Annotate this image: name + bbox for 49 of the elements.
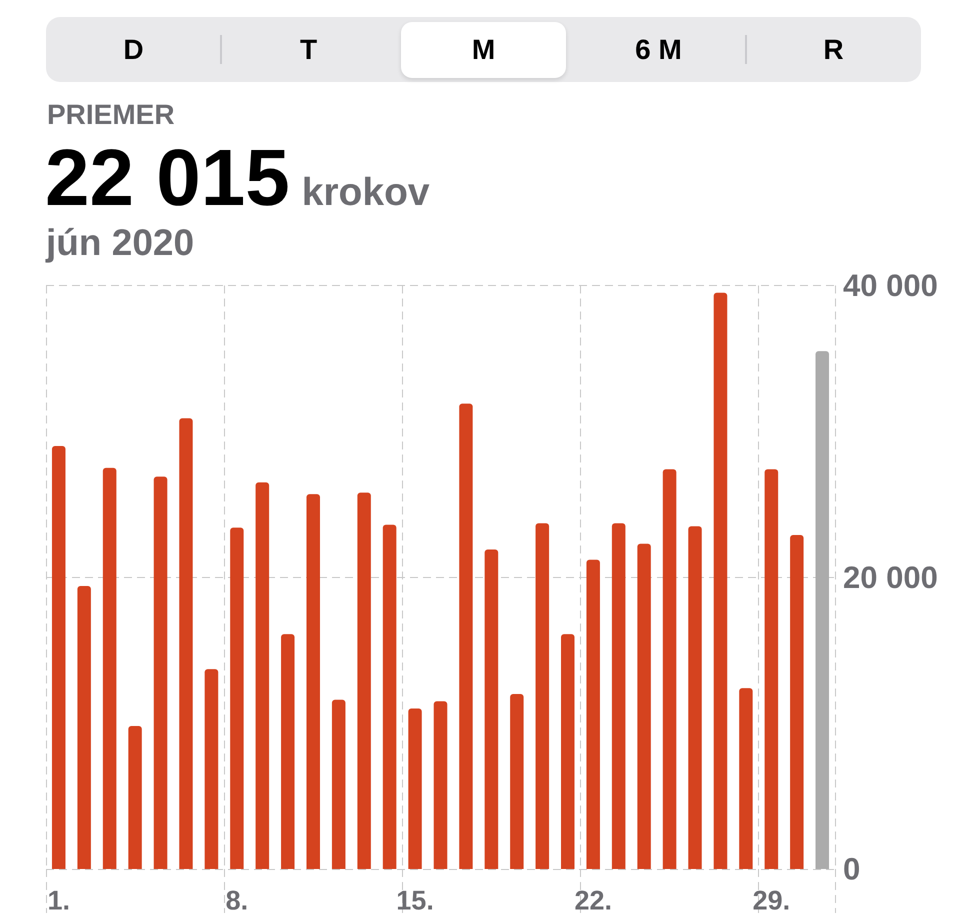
bar <box>128 726 142 869</box>
bar <box>230 528 244 869</box>
bar <box>459 404 473 869</box>
x-tick-label: 1. <box>47 886 70 916</box>
bar <box>357 492 371 869</box>
text: krokov <box>302 171 430 215</box>
bar <box>154 476 168 869</box>
bar <box>764 469 778 869</box>
tab-button[interactable]: M <box>401 22 566 78</box>
bar <box>510 694 524 869</box>
bar <box>739 688 753 869</box>
bar <box>612 523 626 869</box>
text: 22 015 <box>45 133 290 222</box>
bar <box>281 634 295 869</box>
x-tick-label: 8. <box>226 886 248 916</box>
bar <box>637 544 651 869</box>
bar <box>382 524 396 869</box>
bar <box>204 669 218 869</box>
y-tick-label: 0 <box>843 852 860 886</box>
x-tick-label: 15. <box>396 886 434 916</box>
bar <box>306 494 320 869</box>
tab-button[interactable]: 6 M <box>571 17 746 82</box>
chart-subtitle: jún 2020 <box>46 222 194 264</box>
bar <box>332 700 346 869</box>
bar <box>256 482 270 869</box>
tab-button[interactable]: R <box>746 17 921 82</box>
bar <box>586 560 600 869</box>
tab-button[interactable]: T <box>221 17 396 82</box>
bar <box>561 634 575 869</box>
bar <box>179 418 193 869</box>
bar <box>714 292 728 869</box>
segmented-control[interactable]: D T M 6 M R <box>46 17 921 82</box>
bar <box>790 534 804 869</box>
x-tick-label: 29. <box>752 886 790 916</box>
bar <box>536 523 550 869</box>
bar <box>52 446 66 869</box>
bar <box>102 468 116 869</box>
tab-button[interactable]: D <box>46 17 221 82</box>
bar <box>77 586 91 869</box>
x-tick-label: 22. <box>574 886 612 916</box>
bar <box>816 351 830 869</box>
bar <box>408 708 422 869</box>
chart-title: PRIEMER <box>47 99 175 131</box>
y-tick-label: 40 000 <box>843 268 938 303</box>
bar <box>484 550 498 869</box>
bar <box>662 469 676 869</box>
bar <box>434 701 448 869</box>
bar <box>688 526 702 869</box>
y-tick-label: 20 000 <box>843 560 938 595</box>
